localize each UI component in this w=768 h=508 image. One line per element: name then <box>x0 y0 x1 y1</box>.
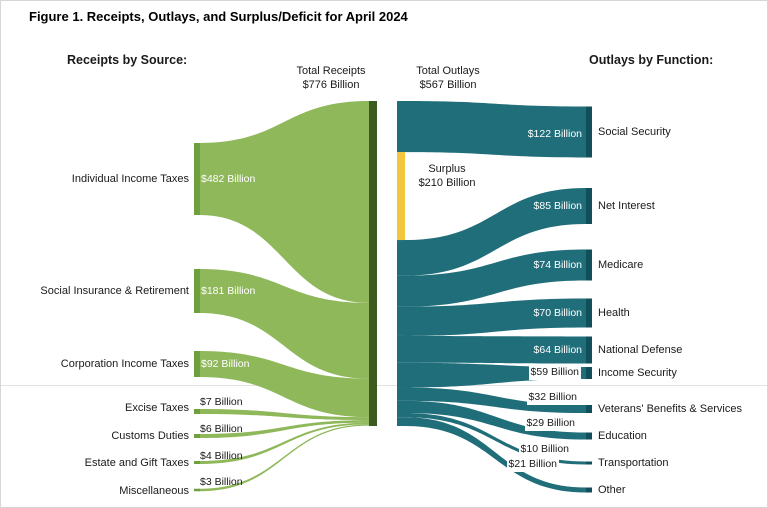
receipt-value-estate: $4 Billion <box>200 450 243 462</box>
receipt-value-customs: $6 Billion <box>200 423 243 435</box>
outlays-bar-segment-3 <box>397 306 405 336</box>
receipt-name-corporation-income-taxes: Corporation Income Taxes <box>60 358 189 370</box>
flow-outlay-9 <box>405 417 586 493</box>
node-outlay-7 <box>586 432 592 440</box>
node-receipt-2 <box>194 351 200 377</box>
node-outlay-1 <box>586 188 592 224</box>
outlay-name-national-defense: National Defense <box>598 344 683 356</box>
total-receipts-label: Total Receipts $776 Billion <box>276 64 386 92</box>
outlays-bar-segment-2 <box>397 275 405 307</box>
outlay-value-net-interest: $85 Billion <box>533 200 582 212</box>
outlay-value-income-security: $59 Billion <box>528 364 581 380</box>
outlay-value-health: $70 Billion <box>533 307 582 319</box>
outlay-value-veterans-benefits: $32 Billion <box>526 389 579 405</box>
flow-outlay-3 <box>405 298 586 336</box>
page-rule-line <box>1 385 767 386</box>
outlay-value-medicare: $74 Billion <box>533 259 582 271</box>
outlays-bar-segment-5 <box>397 362 405 388</box>
node-receipt-4 <box>194 434 200 438</box>
outlays-bar-segment-8 <box>397 413 405 418</box>
node-outlay-3 <box>586 298 592 328</box>
node-receipt-6 <box>194 488 200 492</box>
node-outlay-8 <box>586 461 592 465</box>
receipt-name-excise-taxes: Excise Taxes <box>125 402 189 414</box>
receipt-name-social-insurance: Social Insurance & Retirement <box>40 285 189 297</box>
outlay-name-other: Other <box>598 484 626 496</box>
outlays-bar-segment-9 <box>397 417 405 426</box>
surplus-value: $210 Billion <box>418 177 476 189</box>
flow-outlay-4 <box>405 335 586 364</box>
outlay-value-social-security: $122 Billion <box>527 128 582 140</box>
outlays-bar-segment-7 <box>397 400 405 414</box>
total-outlays-title: Total Outlays <box>416 65 480 77</box>
outlays-bar-segment-4 <box>397 335 405 363</box>
receipts-section-header: Receipts by Source: <box>67 53 188 67</box>
node-outlay-2 <box>586 249 592 281</box>
surplus-bar <box>397 152 405 241</box>
flow-outlay-8 <box>405 413 586 465</box>
node-receipt-1 <box>194 269 200 313</box>
outlay-value-transportation: $10 Billion <box>518 441 571 457</box>
flow-receipt-4 <box>199 420 369 438</box>
node-receipt-5 <box>194 461 200 464</box>
flow-receipt-3 <box>199 409 369 421</box>
flow-outlay-1 <box>405 188 586 276</box>
outlay-name-health: Health <box>598 307 630 319</box>
outlay-name-net-interest: Net Interest <box>598 200 655 212</box>
receipt-value-corporation: $92 Billion <box>201 358 250 370</box>
node-receipt-3 <box>194 409 200 414</box>
total-receipts-value: $776 Billion <box>302 79 360 91</box>
receipt-value-excise: $7 Billion <box>200 396 243 408</box>
outlay-name-income-security: Income Security <box>598 367 677 379</box>
total-outlays-label: Total Outlays $567 Billion <box>393 64 503 92</box>
outlay-value-other: $21 Billion <box>506 456 559 472</box>
flow-receipt-2 <box>199 351 369 418</box>
node-receipt-0 <box>194 143 200 215</box>
receipt-name-customs-duties: Customs Duties <box>111 430 189 442</box>
outlay-value-education: $29 Billion <box>524 415 577 431</box>
flow-receipt-6 <box>199 424 369 492</box>
receipt-value-individual: $482 Billion <box>201 173 256 185</box>
flow-outlay-0 <box>405 101 586 158</box>
total-receipts-bar <box>369 101 377 426</box>
receipt-value-miscellaneous: $3 Billion <box>200 476 243 488</box>
node-outlay-9 <box>586 487 592 493</box>
total-receipts-title: Total Receipts <box>296 65 366 77</box>
receipt-name-miscellaneous: Miscellaneous <box>119 485 189 497</box>
node-outlay-6 <box>586 405 592 413</box>
flow-outlay-2 <box>405 249 586 307</box>
surplus-label: Surplus $210 Billion <box>407 162 487 190</box>
flow-receipt-1 <box>199 269 369 379</box>
outlays-bar-segment-6 <box>397 387 405 401</box>
outlay-value-national-defense: $64 Billion <box>533 344 582 356</box>
figure-title: Figure 1. Receipts, Outlays, and Surplus… <box>29 9 408 24</box>
outlay-name-veterans-benefits: Veterans' Benefits & Services <box>598 403 742 415</box>
outlays-bar-segment-0 <box>397 101 405 153</box>
flow-receipt-5 <box>199 422 369 464</box>
outlay-name-medicare: Medicare <box>598 259 644 271</box>
outlay-name-education: Education <box>598 430 647 442</box>
surplus-title: Surplus <box>428 163 466 175</box>
flow-outlay-6 <box>405 387 586 413</box>
node-outlay-4 <box>586 336 592 364</box>
receipt-value-social-insurance: $181 Billion <box>201 285 256 297</box>
total-outlays-value: $567 Billion <box>419 79 477 91</box>
node-outlay-5 <box>586 367 592 379</box>
outlay-name-social-security: Social Security <box>598 126 671 138</box>
receipt-name-individual-income-taxes: Individual Income Taxes <box>71 173 189 185</box>
receipt-name-estate-gift-taxes: Estate and Gift Taxes <box>84 457 189 469</box>
outlays-section-header: Outlays by Function: <box>589 53 714 67</box>
flow-receipt-0 <box>199 101 369 303</box>
outlays-bar-segment-1 <box>397 240 405 276</box>
node-outlay-0 <box>586 106 592 158</box>
outlay-name-transportation: Transportation <box>598 457 669 469</box>
